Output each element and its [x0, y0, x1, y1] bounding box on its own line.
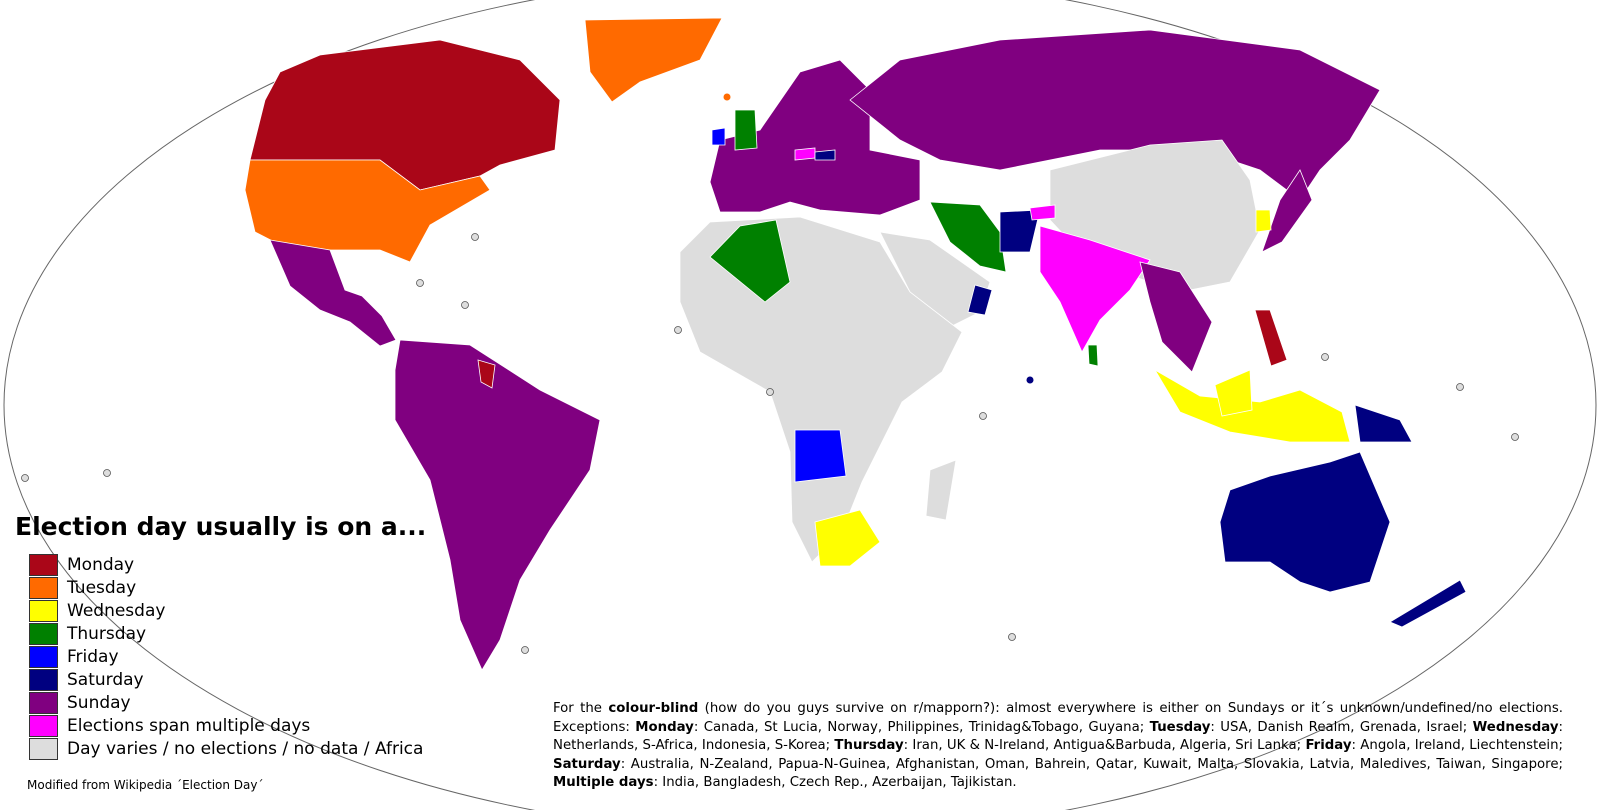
colour-blind-note: For the colour-blind (how do you guys su… [553, 700, 1563, 793]
island [103, 469, 111, 477]
island [416, 279, 424, 287]
legend-item: Tuesday [29, 576, 423, 599]
madagascar [925, 459, 957, 521]
legend-item: Friday [29, 645, 423, 668]
guyana [477, 359, 496, 389]
legend-label: Tuesday [67, 577, 137, 598]
exception-day: Saturday [553, 756, 621, 772]
legend-label: Monday [67, 554, 135, 575]
exception-day: Thursday [834, 738, 904, 754]
tajikistan [1029, 204, 1056, 221]
legend-swatch [29, 553, 58, 576]
oman [967, 284, 993, 316]
south-africa [814, 509, 881, 567]
island [461, 301, 469, 309]
s-korea [1255, 209, 1272, 233]
africa [679, 216, 963, 563]
russia [849, 29, 1381, 201]
legend-label: Friday [67, 646, 119, 667]
legend-label: Day varies / no elections / no data / Af… [67, 738, 424, 759]
legend-item: Day varies / no elections / no data / Af… [29, 737, 423, 760]
legend-swatch [29, 714, 58, 737]
usa [244, 159, 491, 263]
island [1321, 353, 1329, 361]
uk [734, 109, 758, 151]
papua-n-guinea [1354, 404, 1413, 443]
exception-countries: : India, Bangladesh, Czech Rep., Azerbai… [653, 775, 1017, 791]
exception-day: Monday [635, 719, 694, 735]
exception-countries: : Angola, Ireland, Liechtenstein; [1351, 738, 1563, 754]
credit: Modified from Wikipedia ´Election Day´ [27, 778, 264, 792]
faroe [723, 93, 731, 101]
exception-countries: : Iran, UK & N-Ireland, Antigua&Barbuda,… [903, 738, 1302, 754]
island [979, 412, 987, 420]
legend-item: Monday [29, 553, 423, 576]
exception-countries: : Canada, St Lucia, Norway, Philippines,… [693, 719, 1145, 735]
se-asia [1139, 261, 1213, 373]
small-islands [21, 93, 1519, 654]
exception-day: Tuesday [1149, 719, 1211, 735]
australia [1219, 451, 1391, 593]
algeria [709, 219, 791, 303]
legend-swatch [29, 691, 58, 714]
countries [21, 17, 1519, 671]
island [521, 646, 529, 654]
legend-item: Elections span multiple days [29, 714, 423, 737]
legend-item: Thursday [29, 622, 423, 645]
greenland [584, 17, 723, 103]
legend-swatch [29, 599, 58, 622]
exception-day: Wednesday [1472, 719, 1559, 735]
island [674, 326, 682, 334]
india [1039, 225, 1151, 353]
note-intro: (how do you guys survive on r/mapporn?):… [553, 701, 1563, 735]
island [1008, 633, 1016, 641]
slovakia [814, 149, 836, 161]
island [471, 233, 479, 241]
legend-label: Thursday [67, 623, 147, 644]
philippines [1254, 309, 1288, 367]
note-prefix: For the [553, 701, 602, 716]
legend-label: Wednesday [67, 600, 166, 621]
exception-countries: : USA, Danish Realm, Grenada, Israel; [1210, 719, 1468, 735]
maldives [1026, 376, 1034, 384]
indonesia [1153, 368, 1351, 443]
exception-day: Friday [1305, 738, 1352, 754]
legend-swatch [29, 576, 58, 599]
island [21, 474, 29, 482]
legend: Monday Tuesday Wednesday Thursday Friday Satu… [29, 553, 423, 760]
borneo [1214, 369, 1253, 417]
legend-swatch [29, 737, 58, 760]
afghanistan [999, 209, 1041, 253]
legend-item: Saturday [29, 668, 423, 691]
legend-swatch [29, 622, 58, 645]
island [1456, 383, 1464, 391]
island [766, 388, 774, 396]
iran [929, 201, 1007, 273]
legend-label: Sunday [67, 692, 131, 713]
exception-countries: : Netherlands, S-Africa, Indonesia, S-Ko… [553, 719, 1563, 754]
note-highlight: colour-blind [608, 701, 699, 716]
exception-countries: : Australia, N-Zealand, Papua-N-Guinea, … [620, 756, 1563, 772]
legend-item: Wednesday [29, 599, 423, 622]
legend-item: Sunday [29, 691, 423, 714]
new-zealand [1389, 579, 1467, 628]
czech-rep [794, 147, 816, 161]
legend-title: Election day usually is on a... [15, 512, 427, 541]
central-america [269, 239, 397, 347]
japan [1261, 169, 1313, 253]
ireland [711, 127, 726, 146]
south-america [394, 339, 601, 671]
angola [794, 429, 847, 483]
exception-day: Multiple days [553, 775, 654, 791]
legend-label: Saturday [67, 669, 144, 690]
sri-lanka [1087, 344, 1099, 367]
map-frame [3, 0, 1597, 810]
island [1511, 433, 1519, 441]
legend-swatch [29, 668, 58, 691]
legend-swatch [29, 645, 58, 668]
legend-label: Elections span multiple days [67, 715, 311, 736]
